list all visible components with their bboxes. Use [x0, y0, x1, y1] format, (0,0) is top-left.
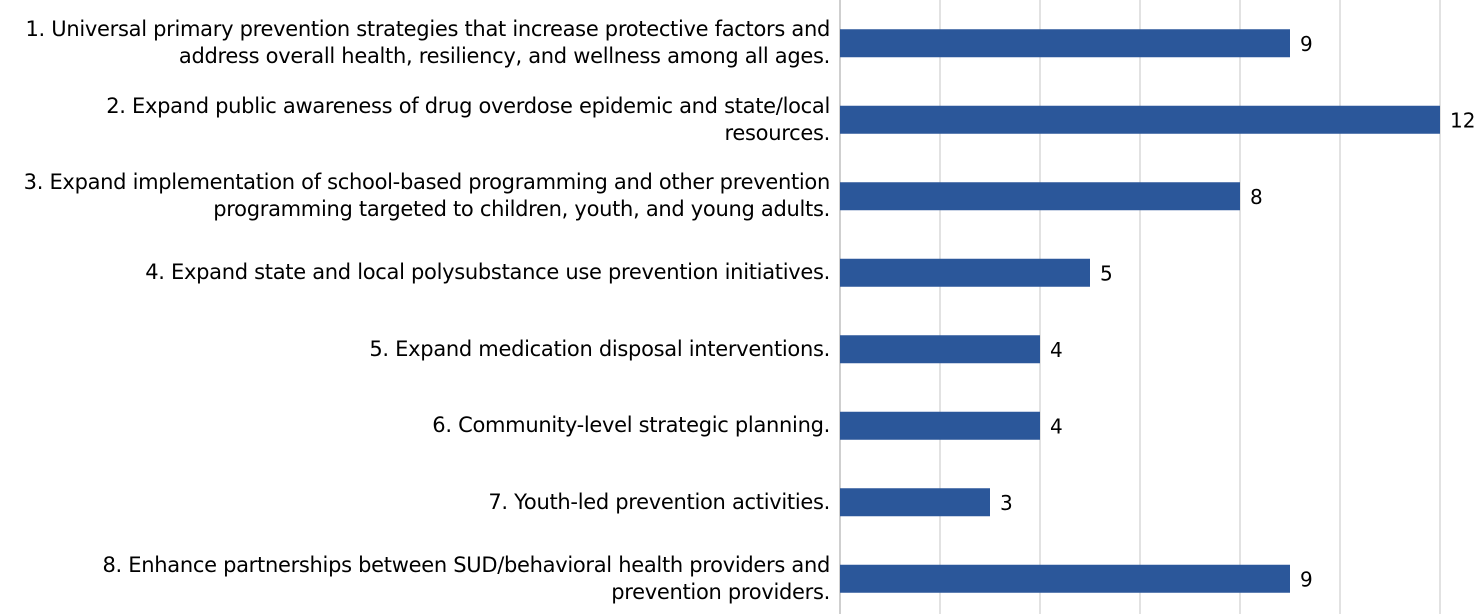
- y-tick-label: 5. Expand medication disposal interventi…: [369, 336, 830, 361]
- data-label: 9: [1300, 32, 1313, 56]
- y-tick-label: 4. Expand state and local polysubstance …: [145, 260, 830, 285]
- y-tick-label: 3. Expand implementation of school-based…: [23, 170, 831, 222]
- data-label: 9: [1300, 567, 1313, 591]
- data-label: 3: [1000, 491, 1013, 515]
- bar: [840, 29, 1290, 58]
- y-tick-label: 2. Expand public awareness of drug overd…: [106, 93, 830, 145]
- y-tick-label: 6. Community-level strategic planning.: [432, 413, 830, 438]
- bar: [840, 182, 1240, 211]
- y-tick-label: 1. Universal primary prevention strategi…: [25, 17, 831, 69]
- data-label: 8: [1250, 185, 1263, 209]
- data-label: 12: [1450, 108, 1475, 132]
- data-label: 4: [1050, 338, 1063, 362]
- bar: [840, 411, 1040, 440]
- data-label: 4: [1050, 414, 1063, 438]
- y-tick-label: 7. Youth-led prevention activities.: [488, 489, 830, 514]
- bar: [840, 105, 1440, 134]
- bar: [840, 488, 990, 517]
- bar: [840, 258, 1090, 287]
- data-label: 5: [1100, 261, 1113, 285]
- bar: [840, 564, 1290, 593]
- bar: [840, 335, 1040, 364]
- y-tick-label: 8. Enhance partnerships between SUD/beha…: [102, 552, 830, 604]
